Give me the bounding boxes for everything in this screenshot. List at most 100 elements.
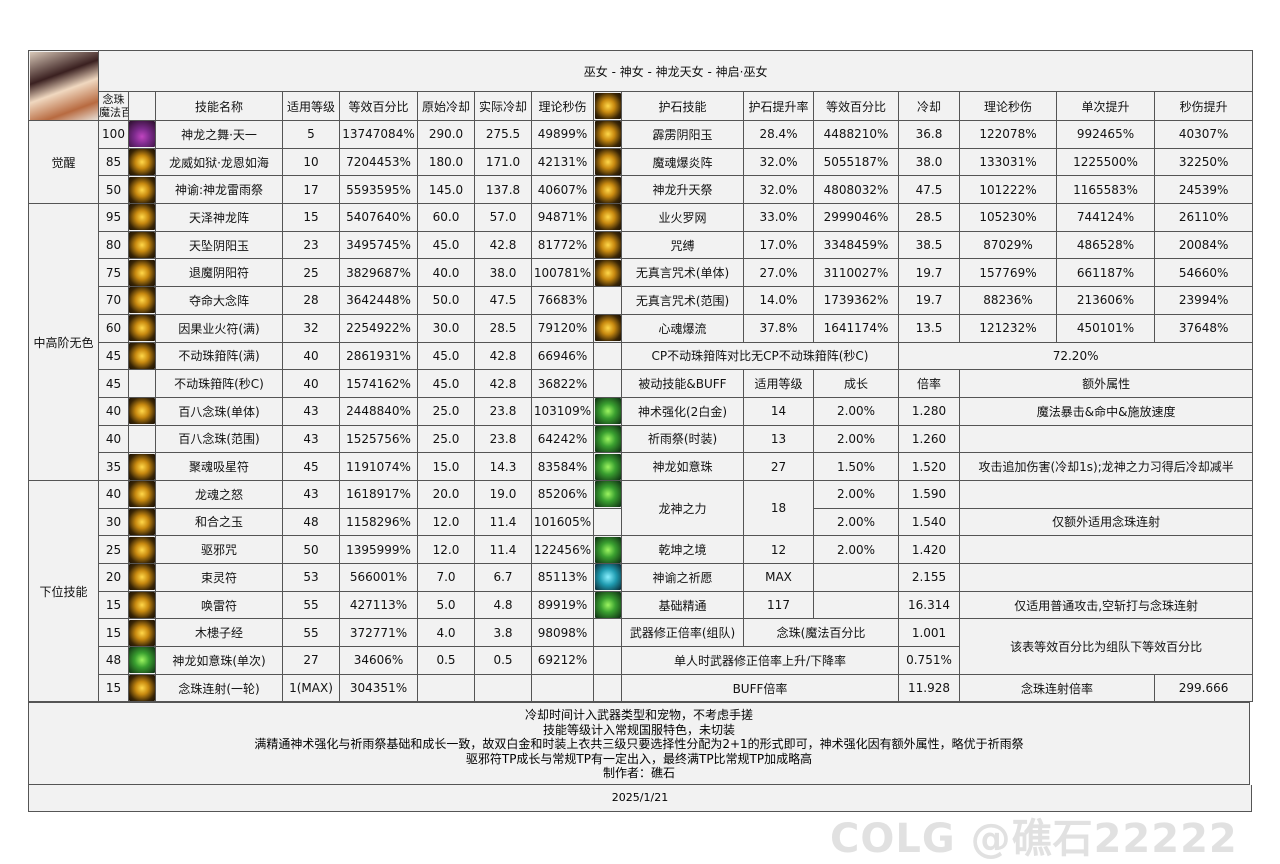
talisman-cell: [593, 286, 622, 315]
skill-cell: [128, 590, 156, 620]
skill-name: 天坠阴阳玉: [155, 230, 283, 260]
talisman-rate: 27.0%: [743, 258, 814, 288]
note-line: 技能等级计入常规国服特色，未切装: [542, 722, 735, 737]
skill-name: 不动珠箝阵(满): [155, 341, 283, 371]
skill-base_cd: 145.0: [417, 175, 475, 205]
passive-header-level: 适用等级: [743, 369, 814, 398]
skill-base_cd: 45.0: [417, 341, 475, 371]
skill-level: 15: [282, 203, 340, 232]
talisman-single: 1165583%: [1056, 175, 1155, 205]
talisman-dps: 88236%: [959, 286, 1057, 315]
skill-base_cd: 12.0: [417, 535, 475, 564]
passive-extra: 攻击追加伤害(冷却1s);龙神之力习得后冷却减半: [958, 452, 1254, 481]
talisman-cd: 13.5: [898, 313, 960, 343]
portrait-cell: [28, 50, 99, 121]
skill-real_cd: 23.8: [474, 396, 532, 426]
skill-pct: 5593595%: [339, 175, 418, 205]
skill-cell: [128, 396, 156, 426]
talisman-dps_up: 54660%: [1153, 258, 1254, 288]
passive-name: 龙神之力: [621, 479, 744, 537]
skill-real_cd: 0.5: [474, 646, 532, 675]
talisman-rate: 17.0%: [743, 230, 814, 260]
skill-cell: [128, 313, 156, 343]
skill-level: 17: [282, 175, 340, 205]
solo-label: 单人时武器修正倍率上升/下降率: [621, 646, 899, 675]
skill-icon: [129, 121, 155, 148]
orb-percent: 15: [98, 618, 129, 648]
table-row: 75 退魔阴阳符 25 3829687% 40.0 38.0 100781% 无真言咒术(单体…: [29, 258, 1254, 288]
skill-base_cd: 50.0: [417, 286, 475, 315]
talisman-rate: 32.0%: [743, 147, 814, 177]
skill-pct: 2448840%: [339, 396, 418, 426]
header-base_cd: 原始冷却: [417, 91, 475, 121]
skill-real_cd: 6.7: [474, 563, 532, 592]
weapon-type: 念珠(魔法百分比: [743, 618, 899, 648]
skill-real_cd: 42.8: [474, 341, 532, 371]
header-icon: [128, 91, 156, 121]
passive-level: 13: [743, 424, 814, 454]
header-pct: 等效百分比: [339, 91, 418, 121]
header-orb: 念珠魔法百分比: [98, 91, 129, 121]
passive-growth: [813, 563, 899, 592]
solo-value: 0.751%: [898, 646, 960, 675]
note-line: 冷却时间计入武器类型和宠物，不考虑手搓: [524, 708, 753, 722]
talisman-dps: 105230%: [959, 203, 1057, 232]
passive-level: 14: [743, 396, 814, 426]
passive-cell: [593, 479, 622, 509]
passive-icon: [594, 426, 621, 452]
weapon-rate: 1.001: [898, 618, 960, 648]
skill-dps: 85113%: [531, 563, 594, 592]
skill-name: 因果业火符(满): [155, 313, 283, 343]
talisman-dps_up: 32250%: [1153, 147, 1254, 177]
talisman-header-cell: [593, 91, 622, 121]
talisman-name: 无真言咒术(范围): [621, 286, 744, 315]
skill-name: 天泽神龙阵: [155, 203, 283, 232]
skill-name: 驱邪咒: [155, 535, 283, 564]
passive-growth: 2.00%: [813, 396, 899, 426]
passive-extra: 仅额外适用念珠连射: [958, 507, 1254, 537]
talisman-cd: 38.0: [898, 147, 960, 177]
table-row: 下位技能 40 龙魂之怒 43 1618917% 20.0 19.0 85206% 龙神之力 18…: [28, 479, 1254, 703]
passive-extra: 仅适用普通攻击,空斩打与念珠连射: [958, 590, 1254, 620]
date-footer: 2025/1/21: [28, 785, 1252, 812]
orb-percent: 20: [98, 563, 129, 592]
skill-base_cd: 290.0: [417, 120, 475, 149]
table-row: 20 束灵符 53 566001% 7.0 6.7 85113% 神谕之祈愿 MAX 2.155: [29, 563, 1254, 592]
skill-level: 1(MAX): [282, 673, 340, 703]
skill-real_cd: 23.8: [474, 424, 532, 454]
skill-name: 束灵符: [155, 563, 283, 592]
skill-pct: 1191074%: [339, 452, 418, 481]
table-row: 48 神龙如意珠(单次) 27 34606% 0.5 0.5 69212% 单人时武器修正倍率…: [29, 646, 1253, 675]
skill-pct: 3642448%: [339, 286, 418, 315]
buff-cell: [593, 673, 622, 703]
skill-icon: [129, 564, 155, 591]
skill-real_cd: 11.4: [474, 535, 532, 564]
talisman-cell: [593, 230, 622, 260]
orb-percent: 15: [98, 590, 129, 620]
skill-real_cd: 137.8: [474, 175, 532, 205]
skill-cell: [128, 479, 156, 509]
skill-damage-table: 巫女 - 神女 - 神龙天女 - 神启·巫女念珠魔法百分比技能名称适用等级等效百…: [28, 50, 1254, 703]
talisman-cd: 36.8: [898, 120, 960, 149]
table-row: 45 不动珠箝阵(秒C) 40 1574162% 45.0 42.8 36822% 被动技能&…: [29, 369, 1254, 398]
skill-level: 5: [282, 120, 340, 149]
skill-dps: 85206%: [531, 479, 594, 509]
talisman-header-rate: 护石提升率: [743, 91, 814, 121]
passive-level: MAX: [743, 563, 814, 592]
talisman-icon: [594, 204, 621, 231]
skill-icon: [129, 204, 155, 231]
skill-cell: [128, 424, 156, 454]
passive-cell: [593, 535, 622, 564]
skill-name: 唤雷符: [155, 590, 283, 620]
notes-panel: 冷却时间计入武器类型和宠物，不考虑手搓 技能等级计入常规国服特色，未切装 满精通神术…: [28, 702, 1250, 785]
talisman-cd: 28.5: [898, 203, 960, 232]
orb-percent: 50: [98, 175, 129, 205]
skill-pct: 1574162%: [339, 369, 418, 398]
skill-dps: 76683%: [531, 286, 594, 315]
talisman-header-dps: 理论秒伤: [959, 91, 1057, 121]
talisman-rate: 33.0%: [743, 203, 814, 232]
skill-level: 27: [282, 646, 340, 675]
skill-pct: 1525756%: [339, 424, 418, 454]
note-line: 满精通神术强化与祈雨祭基础和成长一致，故双白金和时装上衣共三级只要选择性分配为2…: [254, 737, 1024, 751]
skill-dps: 89919%: [531, 590, 594, 620]
